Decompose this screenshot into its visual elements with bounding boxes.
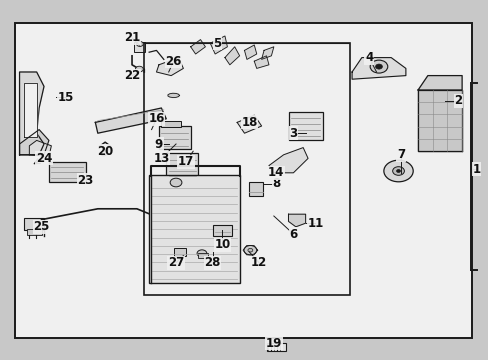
Bar <box>144 43 349 295</box>
Text: 2: 2 <box>454 94 462 107</box>
Text: 10: 10 <box>214 238 230 251</box>
Bar <box>49 162 85 182</box>
Circle shape <box>244 246 256 255</box>
Polygon shape <box>351 58 405 79</box>
Polygon shape <box>167 93 179 98</box>
Circle shape <box>392 167 404 175</box>
Polygon shape <box>261 47 273 59</box>
Polygon shape <box>224 47 239 65</box>
Bar <box>166 153 198 180</box>
Text: 23: 23 <box>77 174 94 186</box>
Circle shape <box>136 41 143 46</box>
Bar <box>27 229 41 235</box>
Polygon shape <box>24 83 37 137</box>
Text: 4: 4 <box>365 51 372 64</box>
Text: 7: 7 <box>396 148 404 161</box>
Text: 13: 13 <box>153 152 169 165</box>
Bar <box>288 112 322 140</box>
Bar <box>266 343 285 351</box>
Bar <box>198 253 207 258</box>
Polygon shape <box>156 58 183 76</box>
Text: 26: 26 <box>165 55 182 68</box>
Bar <box>417 90 461 151</box>
Text: 12: 12 <box>250 256 267 269</box>
Text: 18: 18 <box>241 116 257 129</box>
Text: 15: 15 <box>58 91 74 104</box>
Text: 14: 14 <box>267 166 284 179</box>
Text: 17: 17 <box>177 156 194 168</box>
Text: 21: 21 <box>123 31 140 44</box>
Circle shape <box>135 66 143 72</box>
Bar <box>149 175 239 283</box>
Circle shape <box>101 152 106 156</box>
Text: 6: 6 <box>289 228 297 240</box>
Bar <box>173 248 185 256</box>
Polygon shape <box>29 140 51 157</box>
Polygon shape <box>254 56 268 68</box>
Text: 9: 9 <box>155 138 163 150</box>
Bar <box>24 218 44 230</box>
Circle shape <box>383 160 412 182</box>
Bar <box>249 182 263 196</box>
Bar <box>161 121 181 127</box>
Polygon shape <box>288 214 305 227</box>
Text: 11: 11 <box>306 217 323 230</box>
Text: 22: 22 <box>123 69 140 82</box>
Circle shape <box>396 170 400 172</box>
Circle shape <box>170 178 182 187</box>
Text: 3: 3 <box>289 127 297 140</box>
Text: 24: 24 <box>36 152 52 165</box>
Circle shape <box>197 250 206 257</box>
Bar <box>159 126 190 149</box>
Polygon shape <box>20 72 44 155</box>
Text: 27: 27 <box>167 256 184 269</box>
Text: 19: 19 <box>265 337 282 350</box>
Polygon shape <box>417 76 461 90</box>
Polygon shape <box>20 130 49 155</box>
Text: 20: 20 <box>97 145 113 158</box>
Text: 16: 16 <box>148 112 164 125</box>
Polygon shape <box>237 115 261 133</box>
Text: 8: 8 <box>272 177 280 190</box>
Polygon shape <box>244 45 256 59</box>
Polygon shape <box>268 148 307 173</box>
Bar <box>134 42 145 52</box>
Polygon shape <box>417 90 461 151</box>
Circle shape <box>247 248 252 252</box>
Text: 5: 5 <box>213 37 221 50</box>
Bar <box>212 225 232 236</box>
Text: 28: 28 <box>204 256 221 269</box>
Circle shape <box>369 60 387 73</box>
Polygon shape <box>190 40 205 54</box>
Text: 25: 25 <box>33 220 50 233</box>
Bar <box>15 23 471 338</box>
Polygon shape <box>95 108 166 133</box>
Text: 1: 1 <box>472 163 480 176</box>
Polygon shape <box>210 36 227 54</box>
Circle shape <box>375 64 382 69</box>
